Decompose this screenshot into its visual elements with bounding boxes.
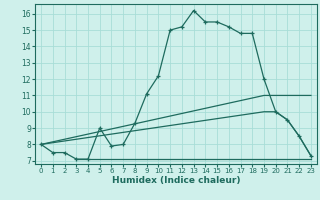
X-axis label: Humidex (Indice chaleur): Humidex (Indice chaleur) <box>112 176 240 185</box>
